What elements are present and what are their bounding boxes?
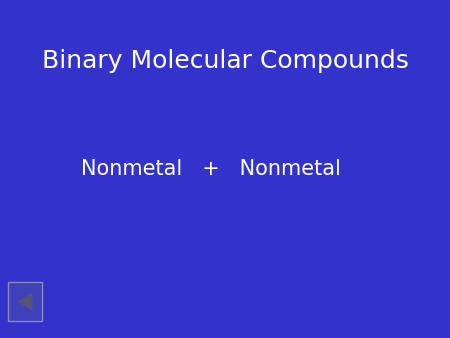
FancyBboxPatch shape: [8, 282, 42, 321]
Text: Nonmetal   +   Nonmetal: Nonmetal + Nonmetal: [81, 159, 341, 179]
Polygon shape: [18, 294, 32, 309]
Text: Binary Molecular Compounds: Binary Molecular Compounds: [41, 49, 409, 73]
